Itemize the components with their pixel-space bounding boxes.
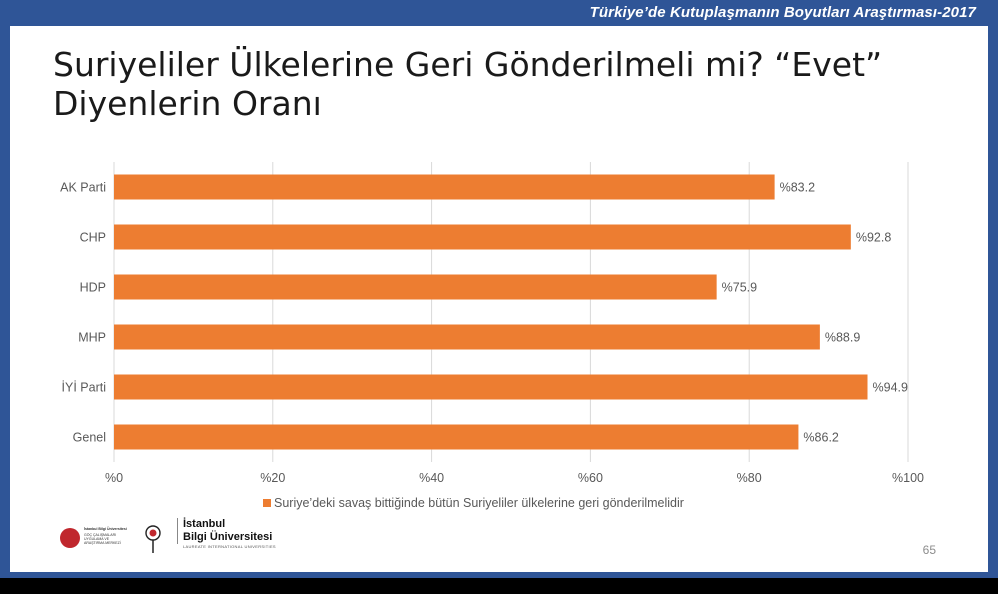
data-label: %88.9 [825, 331, 860, 345]
logo-line: ARAŞTIRMA MERKEZİ [84, 541, 121, 545]
x-tick-label: %100 [892, 471, 924, 485]
data-label: %83.2 [780, 181, 815, 195]
bar-chart: %0 %20 %40 %60 %80 %100 AK Parti %83.2 CHP %92.8 H… [60, 162, 924, 510]
logos: İstanbul Bilgi Üniversitesi GÖÇ ÇALIŞMAL… [60, 518, 320, 556]
slide-title-line-2: Diyenlerin Oranı [53, 84, 322, 123]
bilgi-torch-icon [145, 525, 161, 553]
legend-swatch [263, 499, 271, 507]
logo-line: UYGULAMA VE [84, 537, 110, 541]
bar [114, 424, 799, 450]
category-label: CHP [80, 231, 106, 245]
x-tick-label: %60 [578, 471, 603, 485]
slide-title-line-1: Suriyeliler Ülkelerine Geri Gönderilmeli… [53, 45, 883, 84]
legend-label: Suriye’deki savaş bittiğinde bütün Suriy… [274, 496, 684, 510]
category-label: HDP [80, 281, 106, 295]
university-name-line-1: İstanbul [183, 518, 226, 530]
logo-line: GÖÇ ÇALIŞMALARI [84, 533, 117, 537]
category-label: AK Parti [60, 181, 106, 195]
migration-center-logo: İstanbul Bilgi Üniversitesi GÖÇ ÇALIŞMAL… [60, 522, 140, 556]
x-tick-label: %0 [105, 471, 123, 485]
x-tick-label: %80 [737, 471, 762, 485]
category-label: MHP [78, 331, 106, 345]
data-label: %75.9 [722, 281, 757, 295]
data-label: %94.9 [873, 381, 908, 395]
x-tick-label: %20 [260, 471, 285, 485]
data-label: %86.2 [803, 431, 838, 445]
university-name: İstanbul Bilgi Üniversitesi [177, 518, 272, 544]
bar [114, 174, 775, 200]
survey-title: Türkiye’de Kutuplaşmanın Boyutları Araşt… [589, 4, 976, 21]
category-label: Genel [73, 431, 106, 445]
x-tick-label: %40 [419, 471, 444, 485]
red-circle-icon [60, 528, 80, 548]
laureate-text: LAUREATE INTERNATIONAL UNIVERSITIES [183, 544, 276, 549]
slide-title: Suriyeliler Ülkelerine Geri Gönderilmeli… [53, 45, 933, 123]
slide: Suriyeliler Ülkelerine Geri Gönderilmeli… [10, 26, 988, 572]
bar [114, 274, 717, 300]
data-label: %92.8 [856, 231, 891, 245]
bar [114, 374, 868, 400]
bar [114, 224, 851, 250]
bottom-bar [0, 578, 998, 594]
university-name-line-2: Bilgi Üniversitesi [183, 531, 273, 543]
bar [114, 324, 820, 350]
logo-line: İstanbul Bilgi Üniversitesi [84, 527, 127, 531]
page-number: 65 [922, 543, 936, 557]
category-label: İYİ Parti [62, 381, 106, 395]
